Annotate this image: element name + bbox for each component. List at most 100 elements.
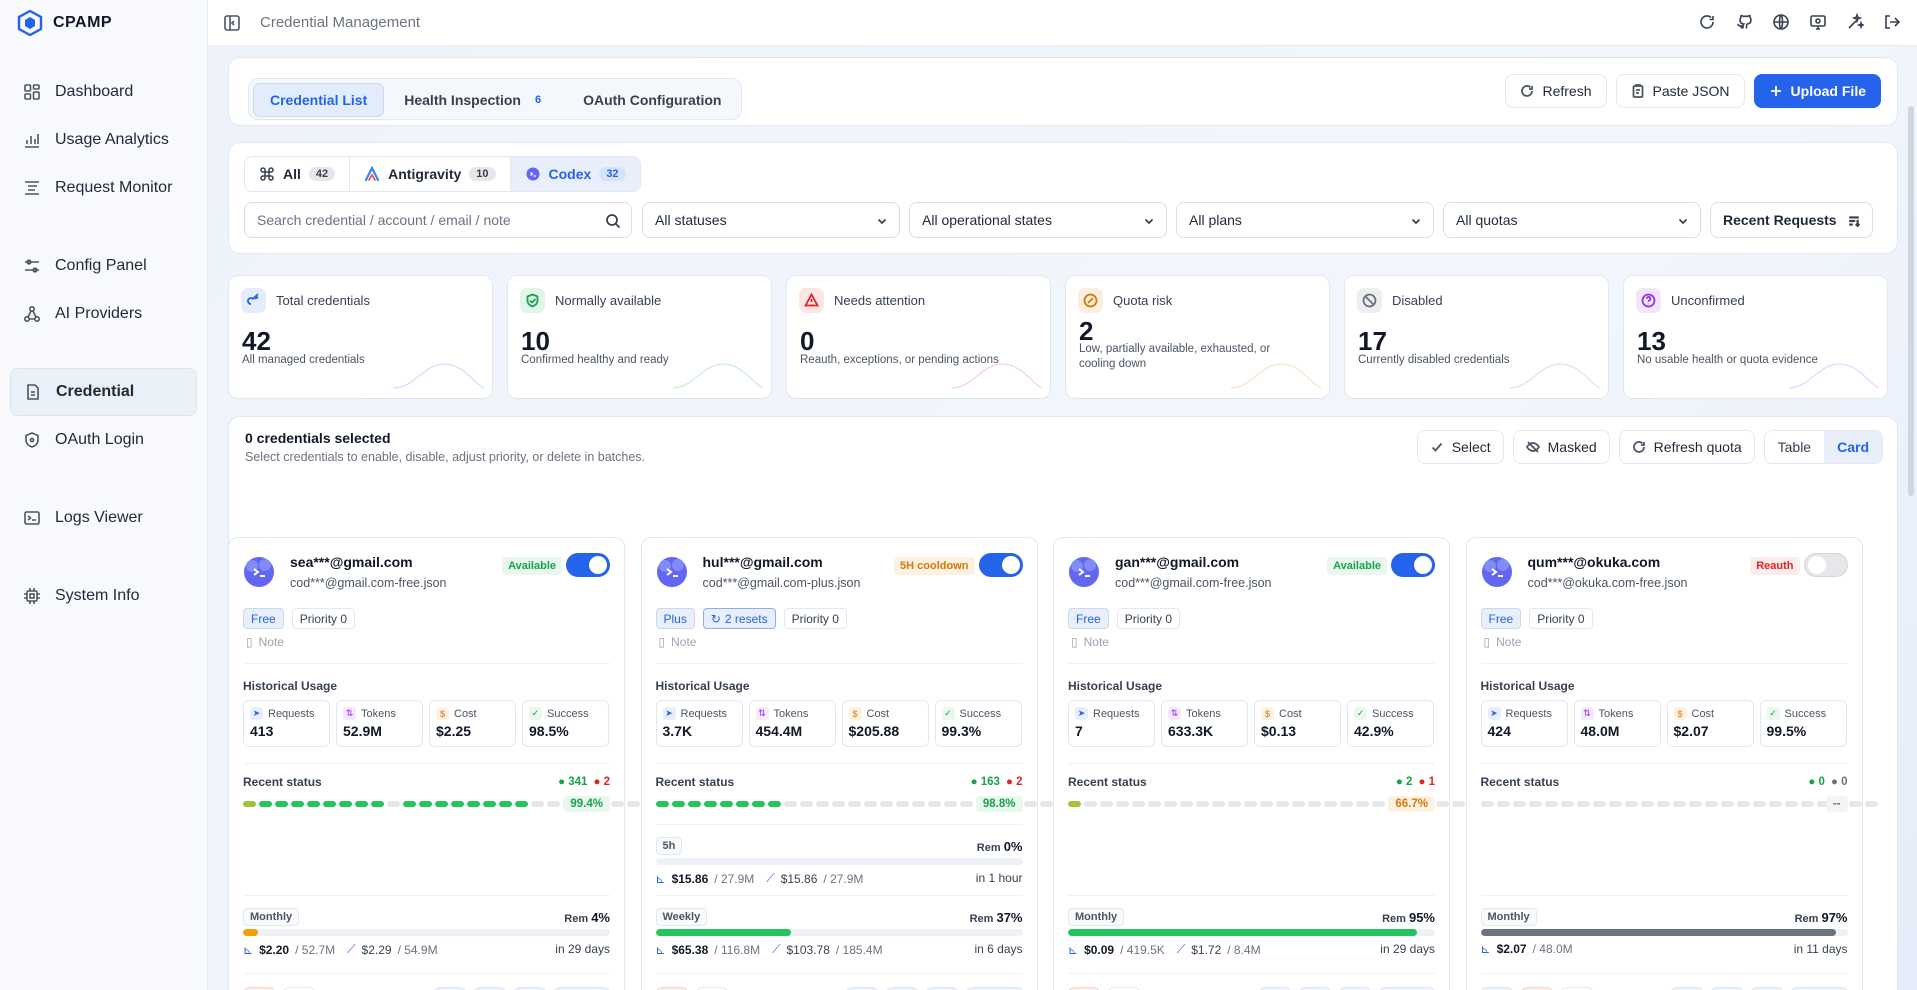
quota-bar-fill [655, 929, 792, 936]
tab-oauth-configuration[interactable]: OAuth Configuration [567, 83, 737, 117]
note-field[interactable]: ▯ Note [1071, 635, 1109, 649]
sidebar-item-credential[interactable]: Credential [10, 368, 197, 416]
stat-description: Low, partially available, exhausted, or … [1079, 343, 1271, 370]
note-icon: ▯ [1071, 635, 1078, 649]
priority-badge[interactable]: Priority 0 [1116, 608, 1181, 629]
provider-tab-all[interactable]: All 42 [245, 157, 351, 191]
recent-counts: ● 2 ● 1 [1396, 776, 1435, 788]
priority-badge[interactable]: Priority 0 [783, 608, 847, 629]
operational-state-select[interactable]: All operational states [909, 202, 1167, 238]
status-dot [403, 801, 416, 807]
sort-select[interactable]: Recent Requests [1710, 202, 1873, 238]
note-field[interactable]: ▯ Note [659, 635, 697, 649]
quota-used-tokens: 419.5K [1126, 942, 1165, 957]
status-dot [499, 801, 512, 807]
credential-card[interactable]: gan***@gmail.com cod***@gmail.com-free.js… [1053, 537, 1465, 990]
recent-counts: ● 341 ● 2 [558, 776, 610, 788]
status-badge: Reauth [1750, 557, 1800, 575]
tab-health-inspection[interactable]: Health Inspection 6 [388, 83, 563, 117]
tag-row: Plus ↻ 2 resets Priority 0 [655, 608, 847, 629]
ban-icon [1357, 288, 1382, 313]
refresh-icon[interactable] [1698, 13, 1716, 31]
metric-success: ✓ Success 42.9% [1347, 700, 1434, 747]
refresh-button[interactable]: Refresh [1505, 74, 1607, 108]
sidebar-toggle-icon[interactable] [223, 14, 241, 32]
note-field[interactable]: ▯ Note [1484, 635, 1522, 649]
stat-card-normally-available[interactable]: Normally available 10 Confirmed healthy an… [507, 275, 772, 399]
enable-toggle[interactable] [1803, 553, 1848, 577]
provider-tab-antigravity[interactable]: Antigravity 10 [350, 157, 511, 191]
note-field[interactable]: ▯ Note [246, 635, 284, 649]
logout-icon[interactable] [1883, 13, 1901, 31]
monitor-icon[interactable] [1809, 13, 1827, 31]
quota-select[interactable]: All quotas [1443, 202, 1701, 238]
quota-total-cost: $2.29 [361, 942, 392, 957]
status-dot [323, 801, 336, 807]
sidebar-item-usage-analytics[interactable]: Usage Analytics [10, 116, 197, 164]
search-input[interactable]: Search credential / account / email / no… [244, 202, 632, 238]
stat-value: 2 [1079, 316, 1094, 346]
paste-json-button[interactable]: Paste JSON [1615, 74, 1745, 108]
tab-credential-list[interactable]: Credential List [253, 83, 385, 117]
enable-toggle[interactable] [978, 553, 1023, 577]
sidebar-item-system-info[interactable]: System Info [10, 572, 197, 620]
sidebar-item-logs-viewer[interactable]: Logs Viewer [10, 494, 197, 542]
stat-card-quota-risk[interactable]: Quota risk 2 Low, partially available, exh… [1065, 275, 1330, 399]
refresh-quota-button[interactable]: Refresh quota [1618, 430, 1755, 464]
status-dot [879, 801, 893, 807]
stat-card-needs-attention[interactable]: Needs attention 0 Reauth, exceptions, or p… [786, 275, 1051, 399]
priority-badge[interactable]: Priority 0 [1529, 608, 1593, 629]
sidebar-item-config-panel[interactable]: Config Panel [10, 242, 197, 290]
sidebar-item-ai-providers[interactable]: AI Providers [10, 290, 197, 338]
stat-card-unconfirmed[interactable]: Unconfirmed 13 No usable health or quota e… [1623, 275, 1888, 399]
status-dot [1480, 801, 1494, 807]
sidebar-item-request-monitor[interactable]: Request Monitor [10, 164, 197, 212]
credential-card[interactable]: qum***@okuka.com cod***@okuka.com-free.js… [1465, 537, 1878, 990]
quota-used-cost: $0.09 [1084, 942, 1115, 957]
usage-metrics: ➤ Requests 424 ⇅ Tokens 48.0M $ Cost $2.07 ✓ Succe… [1480, 700, 1847, 747]
sparkline-decoration [673, 363, 763, 389]
tabs-panel: Credential List Health Inspection 6 OAuth… [228, 57, 1898, 126]
status-dot [895, 801, 909, 807]
card-actions: Detail [1480, 987, 1848, 990]
scrollbar[interactable] [1907, 46, 1915, 990]
view-card-option[interactable]: Card [1824, 431, 1882, 463]
stat-description: All managed credentials [242, 354, 365, 366]
status-select[interactable]: All statuses [642, 202, 900, 238]
credential-card[interactable]: sea***@gmail.com cod***@gmail.com-free.js… [228, 537, 640, 990]
send-icon: ➤ [1487, 707, 1501, 720]
stat-card-total-credentials[interactable]: Total credentials 42 All managed credentia… [228, 275, 493, 399]
credential-card[interactable]: hul***@gmail.com cod***@gmail.com-plus.js… [640, 537, 1053, 990]
masked-button[interactable]: Masked [1512, 430, 1610, 464]
stat-card-disabled[interactable]: Disabled 17 Currently disabled credentials [1344, 275, 1609, 399]
scrollbar-thumb[interactable] [1908, 106, 1914, 496]
github-icon[interactable] [1735, 13, 1753, 31]
upload-file-button[interactable]: Upload File [1753, 74, 1881, 108]
enable-toggle[interactable] [566, 553, 610, 577]
status-dot [1576, 801, 1590, 807]
credential-email: qum***@okuka.com [1527, 554, 1661, 570]
provider-tab-codex[interactable]: Codex 32 [510, 157, 640, 191]
quota-total-tokens: 54.9M [404, 942, 438, 957]
plan-select[interactable]: All plans [1176, 202, 1434, 238]
rem-label: Rem [1382, 913, 1406, 925]
metric-value: 52.9M [343, 723, 382, 739]
tag-row: Free Priority 0 [1068, 608, 1181, 629]
quota-reset-time: in 6 days [974, 942, 1023, 956]
brand[interactable]: CPAMP [0, 0, 207, 46]
quota-remaining: Rem 97% [1795, 910, 1848, 925]
globe-icon[interactable] [1772, 13, 1790, 31]
check-icon: ✓ [529, 707, 542, 720]
status-dot [1132, 801, 1145, 807]
sidebar-item-oauth-login[interactable]: OAuth Login [10, 416, 197, 464]
status-dot [1656, 801, 1670, 807]
sparkline-decoration [1789, 363, 1879, 389]
select-button[interactable]: Select [1416, 430, 1504, 464]
sidebar-item-dashboard[interactable]: Dashboard [10, 68, 197, 116]
view-table-option[interactable]: Table [1777, 439, 1812, 455]
enable-toggle[interactable] [1391, 553, 1435, 577]
sparkle-icon[interactable] [1846, 13, 1864, 31]
priority-badge[interactable]: Priority 0 [291, 608, 356, 629]
select-value: All operational states [922, 212, 1052, 228]
metric-value: $0.13 [1261, 723, 1297, 739]
